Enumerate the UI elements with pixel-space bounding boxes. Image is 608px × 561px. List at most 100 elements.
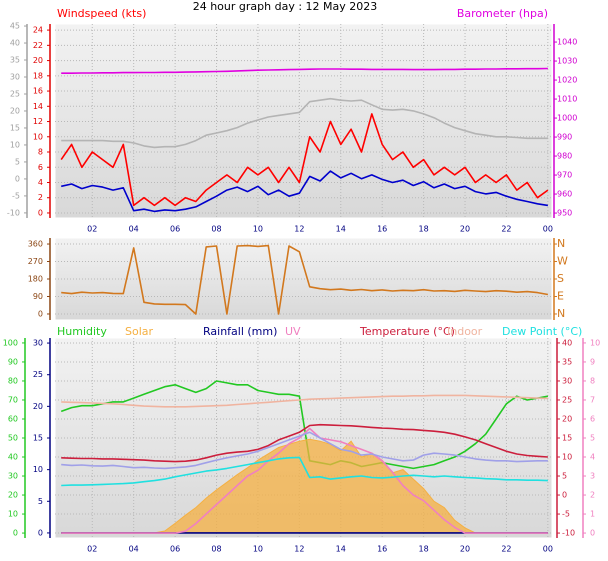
y-tick-label: 35 — [10, 56, 20, 65]
x-tick-label: 16 — [377, 545, 387, 554]
y-tick-label: 950 — [557, 209, 572, 218]
y-tick-label: 22 — [33, 41, 43, 50]
y-tick-label: S — [557, 272, 564, 285]
y-tick-label: 0 — [38, 208, 43, 217]
chart-title: 24 hour graph day : 12 May 2023 — [193, 0, 378, 13]
y-tick-label: 15 — [33, 434, 43, 443]
y-tick-label: 970 — [557, 171, 572, 180]
y-tick-label: 0 — [13, 529, 18, 538]
y-tick-label: 15 — [562, 434, 572, 443]
legend-label: Dew Point (°C) — [502, 325, 582, 338]
legend-label: Barometer (hpa) — [457, 7, 548, 20]
y-tick-label: 60 — [8, 414, 18, 423]
x-tick-label: 20 — [460, 225, 470, 234]
legend-label: Temperature (°C) — [359, 325, 455, 338]
y-tick-label: 8 — [38, 148, 43, 157]
x-tick-label: 02 — [87, 545, 97, 554]
y-tick-label: 1020 — [557, 76, 577, 85]
y-tick-label: 10 — [33, 465, 43, 474]
line — [61, 170, 549, 213]
y-tick-label: 20 — [10, 106, 20, 115]
legend-label: Solar — [125, 325, 154, 338]
x-tick-label: 20 — [460, 545, 470, 554]
y-tick-label: 15 — [10, 123, 20, 132]
legend-label: Indoor — [447, 325, 483, 338]
line — [61, 427, 548, 534]
y-tick-label: 4 — [38, 178, 43, 187]
y-tick-label: 1010 — [557, 95, 577, 104]
x-tick-label: 00 — [543, 225, 553, 234]
y-tick-label: 7 — [590, 395, 595, 404]
legend-label: UV — [285, 325, 301, 338]
y-tick-label: 4 — [590, 453, 595, 462]
line — [61, 456, 548, 487]
y-tick-label: 980 — [557, 152, 572, 161]
y-tick-label: 10 — [590, 338, 600, 347]
y-tick-label: 50 — [8, 434, 18, 443]
y-tick-label: 0 — [562, 491, 567, 500]
y-tick-label: 40 — [562, 338, 572, 347]
y-tick-label: 10 — [33, 132, 43, 141]
y-tick-label: -5 — [12, 191, 20, 200]
y-tick-label: 24 — [33, 26, 43, 35]
y-tick-label: 35 — [562, 357, 572, 366]
line — [61, 431, 548, 470]
y-tick-label: 270 — [28, 257, 43, 266]
y-tick-label: W — [557, 255, 568, 268]
x-tick-label: 10 — [253, 545, 263, 554]
y-tick-label: 90 — [33, 292, 43, 301]
y-tick-label: 2 — [38, 193, 43, 202]
legend-label: Rainfall (mm) — [203, 325, 277, 338]
y-tick-label: 9 — [590, 357, 595, 366]
y-tick-label: 30 — [8, 472, 18, 481]
y-tick-label: 30 — [33, 339, 43, 348]
y-tick-label: 40 — [8, 453, 18, 462]
x-tick-label: 12 — [294, 225, 304, 234]
legend-label: Humidity — [57, 325, 107, 338]
line — [61, 394, 548, 408]
y-tick-label: 20 — [562, 414, 572, 423]
line — [61, 244, 549, 315]
x-tick-label: 04 — [129, 545, 139, 554]
y-tick-label: 45 — [10, 22, 20, 31]
y-tick-label: 25 — [10, 89, 20, 98]
y-tick-label: N — [557, 237, 565, 250]
x-tick-label: 12 — [294, 545, 304, 554]
y-tick-label: 10 — [562, 453, 572, 462]
y-tick-label: 0 — [38, 528, 43, 537]
y-tick-label: 180 — [28, 275, 43, 284]
x-tick-label: 06 — [170, 225, 180, 234]
x-tick-label: 16 — [377, 225, 387, 234]
y-tick-label: 5 — [15, 157, 20, 166]
y-tick-label: 18 — [33, 71, 43, 80]
y-tick-label: 0 — [590, 529, 595, 538]
y-tick-label: 2 — [590, 491, 595, 500]
x-tick-label: 14 — [336, 545, 346, 554]
y-tick-label: N — [557, 307, 565, 320]
plot-background — [54, 23, 553, 219]
legend-label: Windspeed (kts) — [57, 7, 146, 20]
y-tick-label: 5 — [38, 497, 43, 506]
y-tick-label: 3 — [590, 472, 595, 481]
y-tick-label: 10 — [8, 510, 18, 519]
y-tick-label: 25 — [33, 370, 43, 379]
y-tick-label: 1040 — [557, 38, 577, 47]
line — [60, 113, 549, 207]
y-tick-label: 1 — [590, 510, 595, 519]
line — [61, 67, 548, 74]
y-tick-label: 40 — [10, 39, 20, 48]
y-tick-label: 16 — [33, 87, 43, 96]
y-tick-label: 25 — [562, 395, 572, 404]
x-tick-label: 14 — [336, 225, 346, 234]
y-tick-label: 5 — [590, 434, 595, 443]
y-tick-label: 1000 — [557, 114, 577, 123]
y-tick-label: 20 — [33, 402, 43, 411]
y-tick-label: 360 — [28, 240, 43, 249]
y-tick-label: 960 — [557, 190, 572, 199]
plot-background — [54, 237, 553, 321]
y-tick-label: 8 — [590, 376, 595, 385]
x-tick-label: 22 — [501, 545, 511, 554]
y-tick-label: 0 — [15, 174, 20, 183]
x-tick-label: 10 — [253, 225, 263, 234]
